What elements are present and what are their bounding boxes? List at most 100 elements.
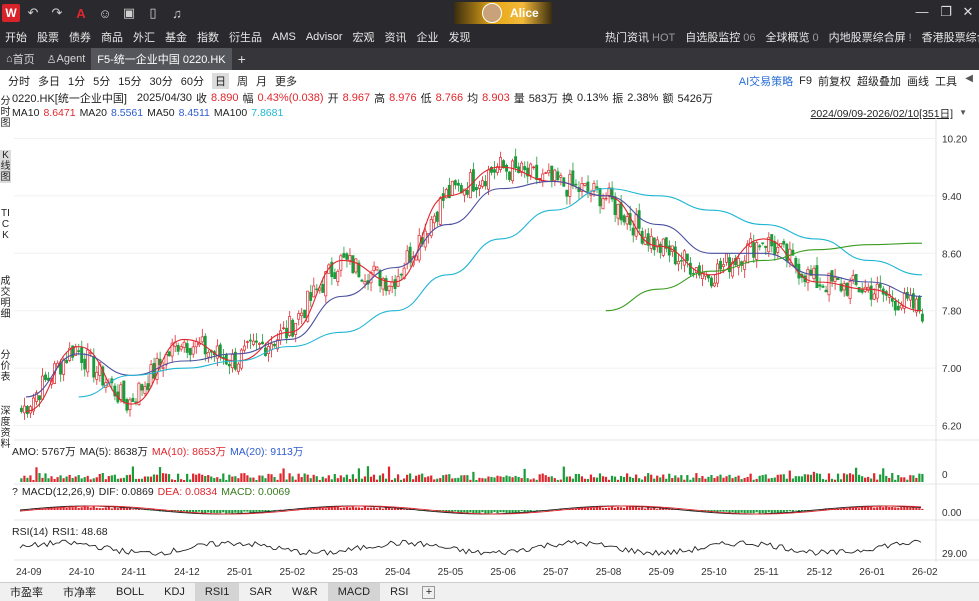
volume-bar	[737, 476, 739, 482]
macd-bar	[234, 510, 236, 513]
ma50-line	[79, 189, 922, 397]
candle-body	[680, 260, 682, 261]
volume-bar	[123, 478, 125, 482]
volume-bar	[605, 477, 607, 482]
volume-bar	[611, 476, 613, 482]
volume-bar	[258, 475, 260, 482]
candle-body	[189, 348, 191, 354]
candle-body	[786, 244, 788, 261]
indicator-tab-1[interactable]: 市净率	[53, 583, 106, 601]
volume-bar	[744, 478, 746, 482]
candle-body	[557, 172, 559, 180]
volume-bar	[545, 475, 547, 482]
macd-bar	[391, 508, 393, 510]
macd-bar	[201, 510, 203, 513]
volume-bar	[587, 479, 589, 482]
volume-bar	[457, 478, 459, 482]
volume-bar	[442, 475, 444, 482]
indicator-tab-4[interactable]: RSI1	[195, 583, 239, 601]
volume-bar	[620, 476, 622, 482]
candle-body	[620, 202, 622, 219]
x-tick-label: 24-11	[121, 567, 146, 578]
x-tick-label: 25-02	[280, 567, 306, 578]
indicator-tab-8[interactable]: RSI	[380, 583, 418, 601]
candle-body	[150, 365, 152, 386]
macd-bar	[611, 507, 613, 510]
volume-bar	[367, 466, 369, 482]
macd-bar	[484, 510, 486, 514]
volume-bar	[174, 480, 176, 482]
volume-bar	[885, 476, 887, 482]
volume-bar	[656, 476, 658, 482]
macd-bar	[255, 510, 257, 512]
volume-bar	[490, 477, 492, 482]
macd-bar	[605, 508, 607, 510]
candle-body	[295, 323, 297, 334]
macd-bar	[355, 507, 357, 510]
volume-bar	[246, 475, 248, 482]
macd-bar	[216, 510, 218, 513]
volume-bar	[222, 473, 224, 482]
volume-bar	[105, 479, 107, 482]
volume-bar	[725, 476, 727, 482]
indicator-tab-5[interactable]: SAR	[239, 583, 282, 601]
volume-bar	[44, 473, 46, 482]
rsi-line	[20, 540, 921, 555]
volume-bar	[252, 478, 254, 482]
macd-bar	[505, 510, 507, 513]
macd-bar	[894, 507, 896, 510]
candle-body	[918, 297, 920, 311]
indicator-tab-3[interactable]: KDJ	[154, 583, 195, 601]
volume-bar	[237, 478, 239, 482]
y-tick-label: 9.40	[942, 192, 962, 203]
volume-bar	[69, 475, 71, 482]
volume-bar	[264, 478, 266, 482]
indicator-tab-0[interactable]: 市盈率	[0, 583, 53, 601]
candle-body	[466, 190, 468, 194]
volume-bar	[153, 474, 155, 482]
candle-body	[93, 357, 95, 377]
volume-bar	[364, 476, 366, 482]
candle-body	[96, 372, 98, 379]
volume-bar	[180, 479, 182, 482]
amo-tick-label: 0	[942, 470, 948, 481]
indicator-tab-6[interactable]: W&R	[282, 583, 328, 601]
volume-bar	[267, 474, 269, 482]
candle-body	[388, 286, 390, 291]
volume-bar	[87, 476, 89, 482]
volume-bar	[897, 475, 899, 482]
volume-bar	[403, 478, 405, 482]
volume-bar	[530, 479, 532, 482]
x-tick-label: 26-01	[859, 567, 885, 578]
volume-bar	[472, 472, 474, 482]
candle-body	[249, 340, 251, 341]
volume-bar	[906, 480, 908, 482]
candle-body	[906, 292, 908, 298]
volume-bar	[231, 477, 233, 482]
indicator-tab-7[interactable]: MACD	[328, 583, 380, 601]
candle-body	[322, 284, 324, 292]
volume-bar	[765, 474, 767, 482]
macd-bar	[62, 508, 64, 510]
volume-bar	[20, 478, 22, 482]
candle-body	[201, 337, 203, 342]
volume-bar	[786, 479, 788, 482]
candle-body	[207, 352, 209, 357]
volume-bar	[647, 473, 649, 482]
add-indicator-icon[interactable]: +	[422, 586, 435, 599]
ma10-line	[26, 167, 922, 411]
volume-bar	[144, 476, 146, 482]
volume-bar	[521, 478, 523, 482]
candle-body	[237, 364, 239, 371]
candle-body	[282, 328, 284, 329]
macd-bar	[105, 507, 107, 510]
indicator-tab-2[interactable]: BOLL	[106, 583, 154, 601]
volume-bar	[777, 475, 779, 482]
volume-bar	[852, 474, 854, 482]
candle-body	[240, 350, 242, 368]
macd-bar	[909, 507, 911, 510]
candle-body	[813, 268, 815, 278]
candle-body	[147, 384, 149, 390]
y-tick-label: 7.00	[942, 364, 962, 375]
